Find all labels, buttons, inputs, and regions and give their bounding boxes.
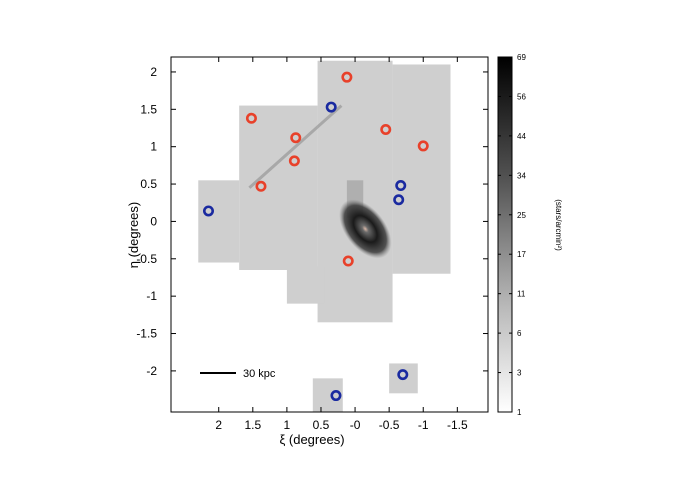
survey-field bbox=[392, 64, 451, 274]
stellar-features bbox=[248, 104, 392, 259]
colorbar-tick-label: 25 bbox=[517, 211, 526, 220]
scale-bar-label: 30 kpc bbox=[243, 368, 276, 380]
blue-marker bbox=[397, 369, 409, 381]
survey-field bbox=[239, 105, 318, 270]
colorbar: 69 56 44 34 25 17 11 6 3 1 (stars/arcmin²) bbox=[497, 53, 563, 417]
y-tick-label: -2 bbox=[146, 364, 157, 378]
y-tick-label: 0.5 bbox=[140, 177, 157, 191]
colorbar-title: (stars/arcmin²) bbox=[554, 199, 563, 251]
x-tick-label: 1.5 bbox=[244, 418, 261, 432]
colorbar-tick-label: 1 bbox=[517, 408, 522, 417]
x-axis-title: ξ (degrees) bbox=[279, 432, 344, 447]
blue-marker bbox=[202, 205, 214, 217]
y-tick-label: 2 bbox=[150, 65, 157, 79]
y-tick-label: -1.5 bbox=[136, 327, 157, 341]
colorbar-tick-label: 69 bbox=[517, 53, 526, 62]
colorbar-tick-label: 6 bbox=[517, 329, 522, 338]
y-tick-label: -0.5 bbox=[136, 252, 157, 266]
x-tick-label: -1 bbox=[418, 418, 429, 432]
colorbar-tick-label: 56 bbox=[517, 92, 526, 101]
blue-marker bbox=[393, 194, 405, 206]
red-marker bbox=[255, 180, 267, 192]
central-galaxy bbox=[339, 199, 392, 259]
scale-bar: 30 kpc bbox=[200, 368, 276, 380]
red-marker bbox=[342, 255, 354, 267]
colorbar-tick-label: 11 bbox=[517, 290, 526, 299]
colorbar-tick-label: 44 bbox=[517, 132, 526, 141]
y-tick-label: 1.5 bbox=[140, 102, 157, 116]
plot-area bbox=[198, 60, 451, 412]
red-marker bbox=[288, 155, 300, 167]
survey-field bbox=[198, 180, 240, 263]
colorbar-tick-label: 17 bbox=[517, 250, 526, 259]
x-tick-label: -0 bbox=[350, 418, 361, 432]
survey-field bbox=[286, 266, 325, 304]
x-tick-label: 0.5 bbox=[313, 418, 330, 432]
x-tick-label: -1.5 bbox=[447, 418, 468, 432]
axis-ticks: 2 1.5 1 0.5 -0 -0.5 -1 -1.5 2 1.5 1 0.5 0 -0.5 -1 -1.5 -… bbox=[136, 57, 488, 432]
blue-marker bbox=[330, 390, 342, 402]
y-tick-label: -1 bbox=[146, 289, 157, 303]
stellar-stream bbox=[248, 104, 343, 189]
y-tick-label: 0 bbox=[150, 214, 157, 228]
red-marker bbox=[341, 71, 353, 83]
colorbar-gradient bbox=[497, 56, 513, 413]
x-tick-label: 2 bbox=[215, 418, 222, 432]
red-marker bbox=[380, 123, 392, 135]
y-tick-label: 1 bbox=[150, 140, 157, 154]
red-marker bbox=[417, 140, 429, 152]
colorbar-ticks: 69 56 44 34 25 17 11 6 3 1 bbox=[498, 53, 526, 417]
red-marker bbox=[290, 132, 302, 144]
survey-fields bbox=[198, 60, 451, 412]
red-marker bbox=[245, 112, 257, 124]
x-tick-label: -0.5 bbox=[379, 418, 400, 432]
colorbar-tick-label: 34 bbox=[517, 171, 526, 180]
survey-field bbox=[312, 378, 343, 412]
blue-marker bbox=[395, 180, 407, 192]
blue-marker bbox=[325, 101, 337, 113]
object-markers bbox=[202, 71, 429, 402]
x-tick-label: 1 bbox=[284, 418, 291, 432]
y-axis-title: η (degrees) bbox=[126, 202, 141, 268]
colorbar-tick-label: 3 bbox=[517, 369, 522, 378]
plot-frame bbox=[170, 56, 489, 413]
